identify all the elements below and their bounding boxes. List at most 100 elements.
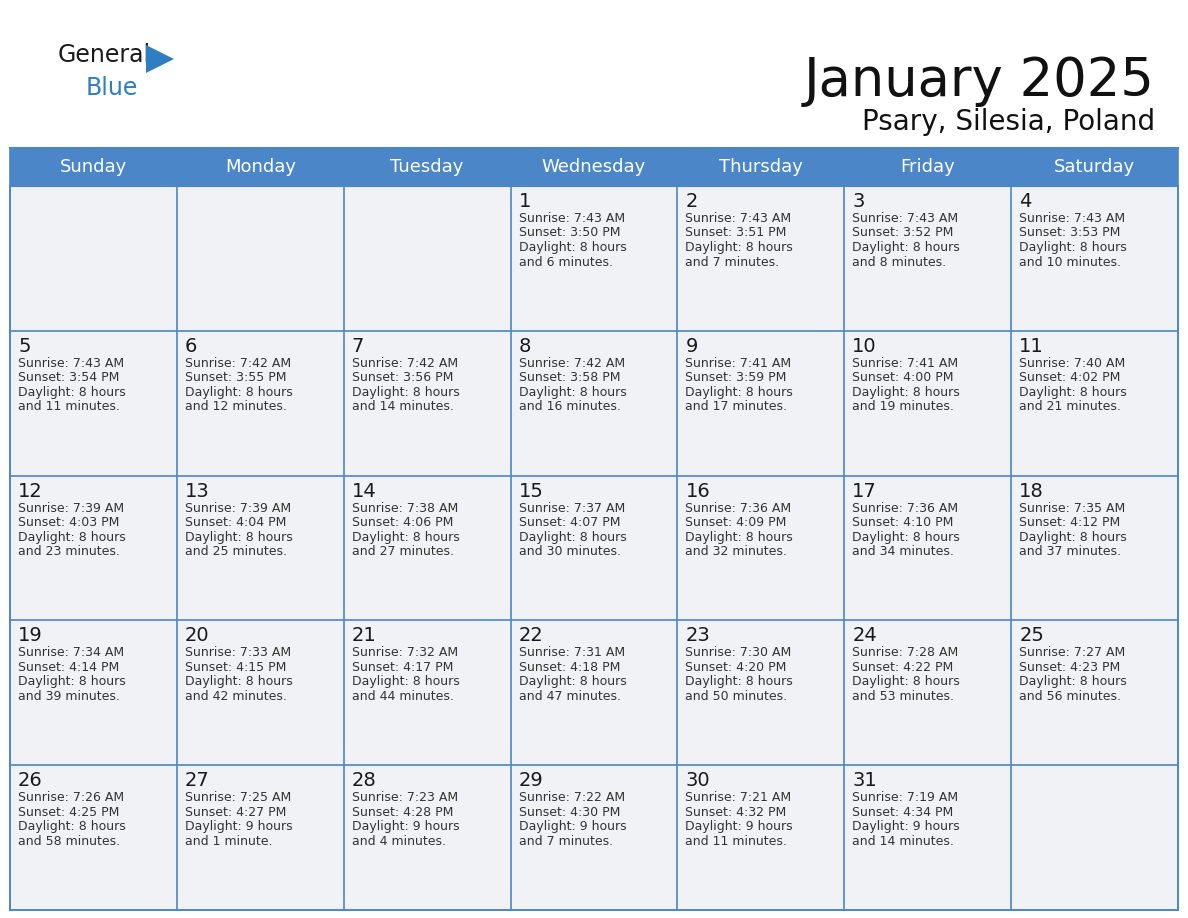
Text: Sunset: 4:14 PM: Sunset: 4:14 PM xyxy=(18,661,119,674)
Bar xyxy=(343,330,511,476)
Text: Daylight: 8 hours: Daylight: 8 hours xyxy=(1019,241,1127,254)
Text: and 4 minutes.: and 4 minutes. xyxy=(352,834,446,847)
Bar xyxy=(10,148,177,186)
Bar xyxy=(1011,766,1178,910)
Text: 26: 26 xyxy=(18,771,43,790)
Text: 2: 2 xyxy=(685,192,697,211)
Text: Sunrise: 7:31 AM: Sunrise: 7:31 AM xyxy=(519,646,625,659)
Text: Sunrise: 7:40 AM: Sunrise: 7:40 AM xyxy=(1019,357,1125,370)
Text: Daylight: 8 hours: Daylight: 8 hours xyxy=(519,531,626,543)
Text: 31: 31 xyxy=(852,771,877,790)
Text: 11: 11 xyxy=(1019,337,1044,356)
Text: Sunset: 4:17 PM: Sunset: 4:17 PM xyxy=(352,661,453,674)
Bar xyxy=(177,330,343,476)
Text: Sunrise: 7:43 AM: Sunrise: 7:43 AM xyxy=(852,212,959,225)
Text: 6: 6 xyxy=(185,337,197,356)
Text: Sunrise: 7:35 AM: Sunrise: 7:35 AM xyxy=(1019,501,1125,515)
Text: Daylight: 8 hours: Daylight: 8 hours xyxy=(1019,676,1127,688)
Text: Sunset: 4:10 PM: Sunset: 4:10 PM xyxy=(852,516,954,529)
Polygon shape xyxy=(146,45,173,73)
Text: and 53 minutes.: and 53 minutes. xyxy=(852,690,954,703)
Bar xyxy=(677,766,845,910)
Text: Sunrise: 7:19 AM: Sunrise: 7:19 AM xyxy=(852,791,959,804)
Text: Sunset: 4:03 PM: Sunset: 4:03 PM xyxy=(18,516,119,529)
Text: and 34 minutes.: and 34 minutes. xyxy=(852,545,954,558)
Text: 18: 18 xyxy=(1019,482,1044,500)
Text: Sunset: 4:06 PM: Sunset: 4:06 PM xyxy=(352,516,453,529)
Text: and 39 minutes.: and 39 minutes. xyxy=(18,690,120,703)
Bar xyxy=(177,476,343,621)
Text: 7: 7 xyxy=(352,337,364,356)
Text: 4: 4 xyxy=(1019,192,1031,211)
Bar xyxy=(845,621,1011,766)
Text: Sunset: 4:09 PM: Sunset: 4:09 PM xyxy=(685,516,786,529)
Bar xyxy=(1011,186,1178,330)
Bar xyxy=(845,766,1011,910)
Text: 19: 19 xyxy=(18,626,43,645)
Bar xyxy=(845,330,1011,476)
Text: Sunrise: 7:22 AM: Sunrise: 7:22 AM xyxy=(519,791,625,804)
Text: 17: 17 xyxy=(852,482,877,500)
Text: Friday: Friday xyxy=(901,158,955,176)
Text: 21: 21 xyxy=(352,626,377,645)
Text: Daylight: 8 hours: Daylight: 8 hours xyxy=(519,386,626,398)
Text: Daylight: 8 hours: Daylight: 8 hours xyxy=(852,676,960,688)
Bar xyxy=(177,766,343,910)
Text: Daylight: 9 hours: Daylight: 9 hours xyxy=(352,820,460,834)
Bar xyxy=(845,476,1011,621)
Text: Sunrise: 7:43 AM: Sunrise: 7:43 AM xyxy=(18,357,124,370)
Text: Sunset: 3:55 PM: Sunset: 3:55 PM xyxy=(185,371,286,385)
Text: Thursday: Thursday xyxy=(719,158,803,176)
Text: Monday: Monday xyxy=(225,158,296,176)
Text: Daylight: 8 hours: Daylight: 8 hours xyxy=(18,531,126,543)
Text: and 23 minutes.: and 23 minutes. xyxy=(18,545,120,558)
Text: Daylight: 8 hours: Daylight: 8 hours xyxy=(18,386,126,398)
Bar xyxy=(1011,148,1178,186)
Bar xyxy=(343,766,511,910)
Text: Daylight: 9 hours: Daylight: 9 hours xyxy=(519,820,626,834)
Text: and 7 minutes.: and 7 minutes. xyxy=(685,255,779,268)
Text: Sunset: 4:34 PM: Sunset: 4:34 PM xyxy=(852,806,954,819)
Text: 25: 25 xyxy=(1019,626,1044,645)
Text: and 11 minutes.: and 11 minutes. xyxy=(18,400,120,413)
Text: 23: 23 xyxy=(685,626,710,645)
Text: and 17 minutes.: and 17 minutes. xyxy=(685,400,788,413)
Text: Sunset: 3:56 PM: Sunset: 3:56 PM xyxy=(352,371,453,385)
Bar xyxy=(10,476,177,621)
Text: 29: 29 xyxy=(519,771,543,790)
Text: Sunrise: 7:32 AM: Sunrise: 7:32 AM xyxy=(352,646,457,659)
Text: Sunrise: 7:42 AM: Sunrise: 7:42 AM xyxy=(519,357,625,370)
Text: and 11 minutes.: and 11 minutes. xyxy=(685,834,788,847)
Text: Daylight: 8 hours: Daylight: 8 hours xyxy=(1019,386,1127,398)
Text: Sunrise: 7:25 AM: Sunrise: 7:25 AM xyxy=(185,791,291,804)
Text: Daylight: 8 hours: Daylight: 8 hours xyxy=(185,531,292,543)
Text: Sunset: 3:58 PM: Sunset: 3:58 PM xyxy=(519,371,620,385)
Bar xyxy=(1011,330,1178,476)
Text: 5: 5 xyxy=(18,337,31,356)
Text: Sunset: 3:50 PM: Sunset: 3:50 PM xyxy=(519,227,620,240)
Bar xyxy=(511,766,677,910)
Text: Daylight: 8 hours: Daylight: 8 hours xyxy=(1019,531,1127,543)
Text: and 7 minutes.: and 7 minutes. xyxy=(519,834,613,847)
Bar xyxy=(511,148,677,186)
Bar xyxy=(677,621,845,766)
Bar xyxy=(343,148,511,186)
Text: Daylight: 8 hours: Daylight: 8 hours xyxy=(185,386,292,398)
Text: Sunrise: 7:30 AM: Sunrise: 7:30 AM xyxy=(685,646,791,659)
Text: Sunset: 3:54 PM: Sunset: 3:54 PM xyxy=(18,371,119,385)
Text: Sunrise: 7:37 AM: Sunrise: 7:37 AM xyxy=(519,501,625,515)
Text: Sunrise: 7:36 AM: Sunrise: 7:36 AM xyxy=(852,501,959,515)
Text: Daylight: 8 hours: Daylight: 8 hours xyxy=(852,241,960,254)
Text: and 25 minutes.: and 25 minutes. xyxy=(185,545,286,558)
Text: General: General xyxy=(58,43,151,67)
Text: Daylight: 8 hours: Daylight: 8 hours xyxy=(685,241,794,254)
Bar xyxy=(845,148,1011,186)
Text: and 19 minutes.: and 19 minutes. xyxy=(852,400,954,413)
Text: Sunset: 4:15 PM: Sunset: 4:15 PM xyxy=(185,661,286,674)
Text: Sunrise: 7:39 AM: Sunrise: 7:39 AM xyxy=(18,501,124,515)
Text: Sunrise: 7:23 AM: Sunrise: 7:23 AM xyxy=(352,791,457,804)
Text: 12: 12 xyxy=(18,482,43,500)
Text: Sunset: 4:07 PM: Sunset: 4:07 PM xyxy=(519,516,620,529)
Text: Daylight: 9 hours: Daylight: 9 hours xyxy=(852,820,960,834)
Text: Sunset: 3:53 PM: Sunset: 3:53 PM xyxy=(1019,227,1120,240)
